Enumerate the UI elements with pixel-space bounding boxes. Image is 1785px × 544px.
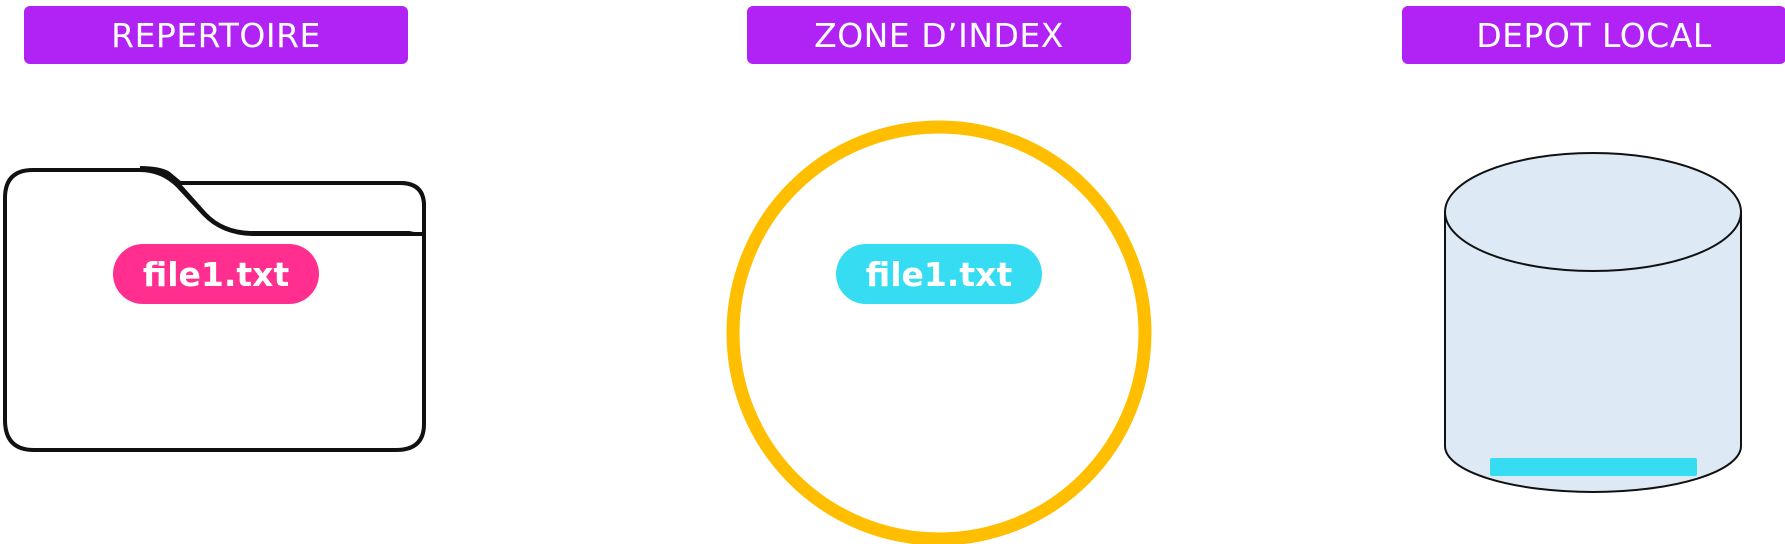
folder-icon: [3, 166, 426, 452]
zone-index-header: ZONE D’INDEX: [747, 6, 1131, 64]
database-cylinder-icon: [1444, 152, 1742, 493]
working-directory-file-pill: file1.txt: [113, 244, 319, 304]
index-ring: [726, 120, 1152, 544]
repertoire-header: REPERTOIRE: [24, 6, 408, 64]
depot-local-header: DEPOT LOCAL: [1402, 6, 1785, 64]
repo-commit-bar: [1490, 458, 1697, 476]
staging-area-file-pill: file1.txt: [836, 244, 1042, 304]
